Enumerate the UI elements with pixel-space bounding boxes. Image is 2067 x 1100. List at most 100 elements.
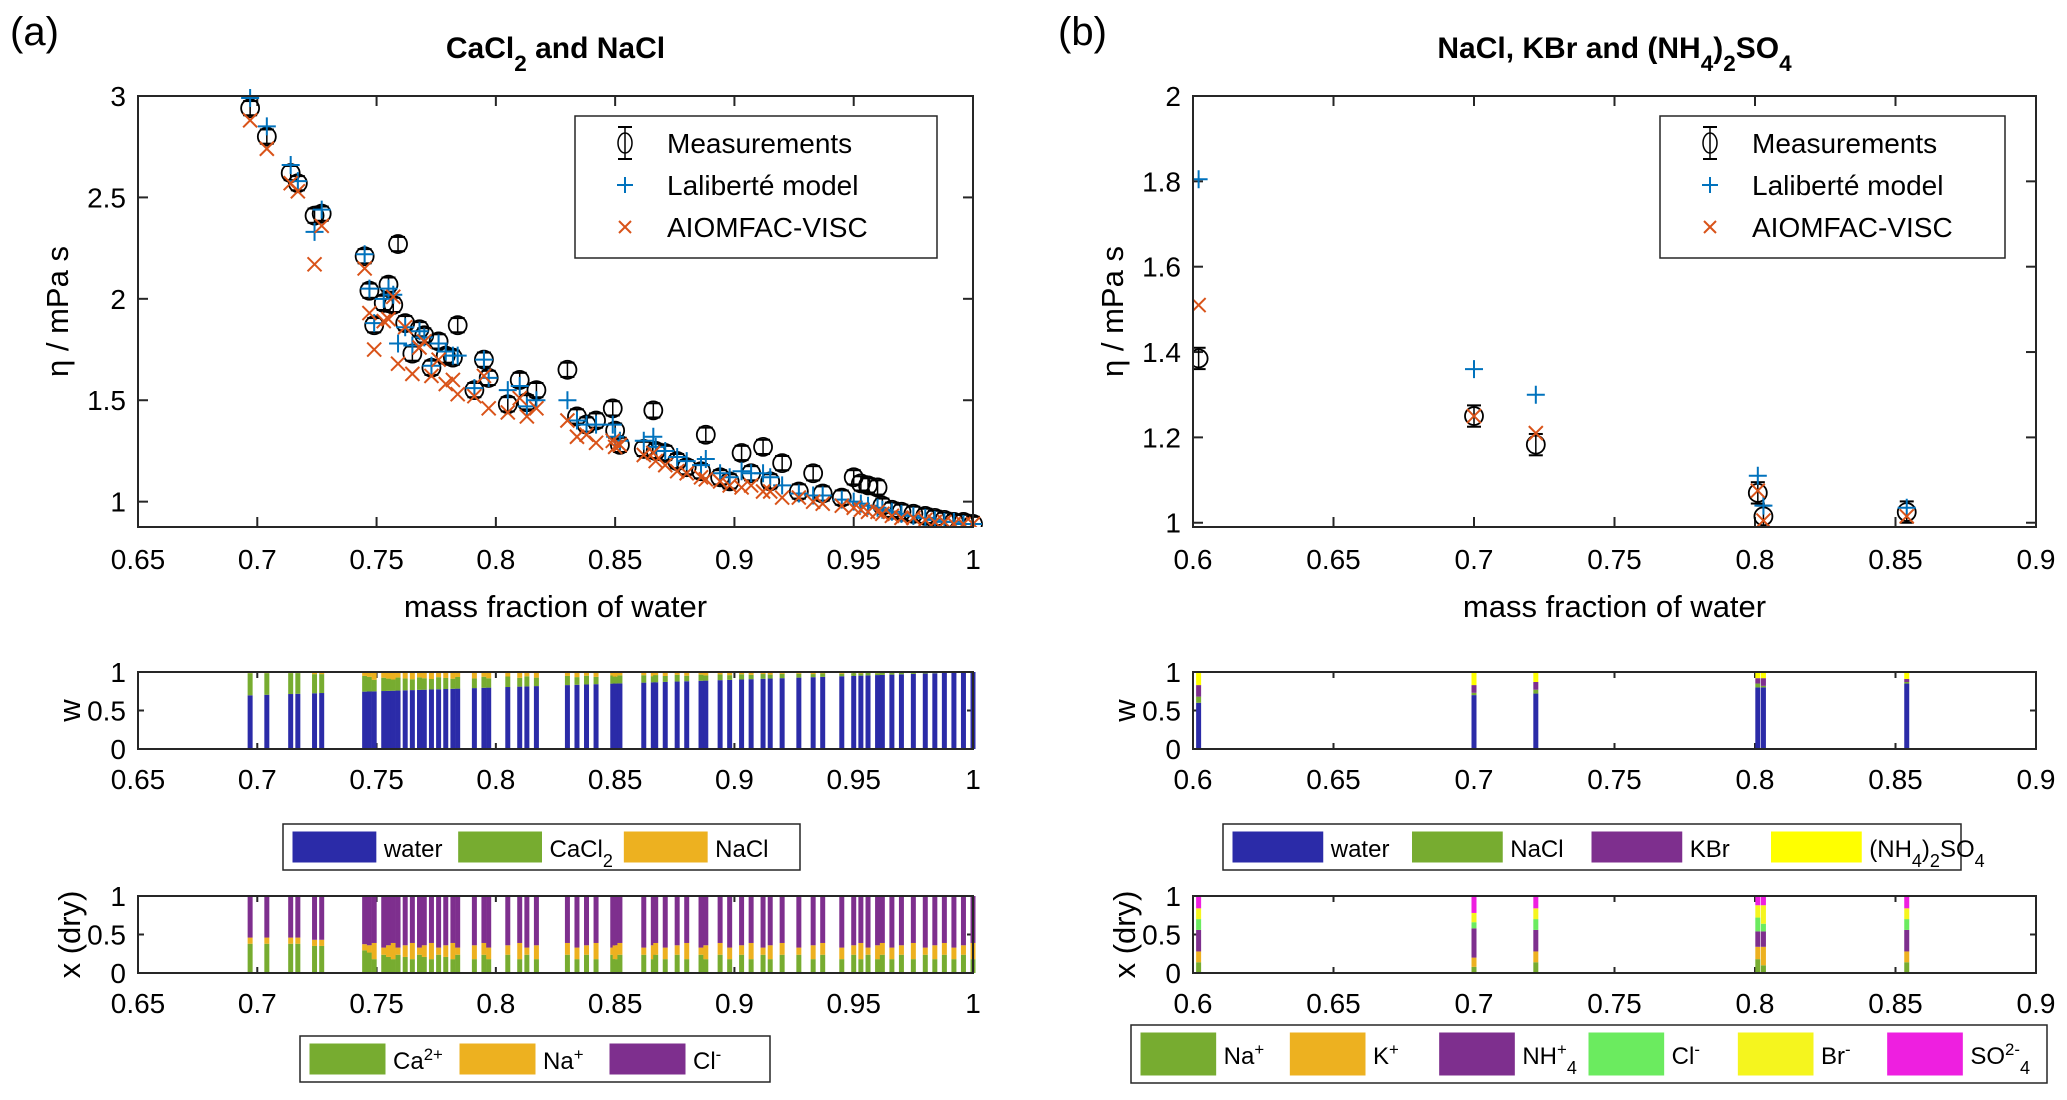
bar-segment — [960, 945, 966, 955]
bar-segment — [402, 678, 408, 691]
bar-segment — [584, 954, 590, 973]
bar-segment — [922, 673, 928, 749]
data-point-aiomfac — [657, 457, 673, 473]
bar-segment — [288, 937, 294, 944]
data-point-aiomfac — [528, 400, 545, 417]
chart-title-part: 2 — [514, 51, 527, 76]
data-point-aiomfac — [762, 483, 778, 500]
bar-segment — [1904, 929, 1910, 952]
bar-segment — [748, 679, 754, 749]
bars — [247, 896, 976, 973]
bar-segment — [319, 674, 325, 694]
data-point-laliberte — [892, 504, 911, 523]
legend-cross-icon — [618, 220, 632, 234]
x-tick-label: 1 — [965, 544, 981, 575]
legend-label: Na+ — [1224, 1040, 1265, 1071]
bar-segment — [698, 896, 704, 948]
bar-segment — [417, 896, 423, 948]
y-axis-label: x (dry) — [52, 891, 87, 979]
bar-segment — [1533, 896, 1539, 909]
bar-segment — [1760, 923, 1766, 932]
y-tick-label: 1 — [110, 657, 126, 688]
bar-segment — [767, 674, 773, 679]
x-tick-label: 0.7 — [238, 544, 277, 575]
bar-segment — [851, 945, 857, 955]
data-point-laliberte — [474, 350, 493, 369]
bar-segment — [820, 942, 826, 955]
bar-segment — [409, 942, 415, 960]
data-point-measurement — [1464, 406, 1484, 426]
bar-segment — [796, 947, 802, 955]
data-point-laliberte — [904, 506, 923, 525]
bar-segment — [295, 943, 301, 973]
bar-segment — [533, 945, 539, 960]
data-point-laliberte — [882, 502, 901, 521]
legend-label-part: 2- — [2005, 1040, 2020, 1059]
chart-title-part: and NaCl — [527, 32, 665, 65]
bar-segment — [612, 683, 618, 749]
bar-segment — [593, 676, 599, 685]
bar-segment — [767, 672, 773, 675]
bar-segment — [288, 896, 294, 938]
bar-segment — [703, 945, 709, 960]
data-point-aiomfac — [449, 386, 466, 402]
bar-segment — [574, 947, 580, 960]
bar-segment — [593, 942, 599, 960]
plot-frame — [1192, 895, 2037, 974]
bar-segment — [951, 959, 957, 973]
legend-label: Br- — [1821, 1040, 1851, 1071]
bar-segment — [312, 945, 318, 973]
chart-b_x: 0.6 0.65 0.7 0.75 0.8 0.85 0.900.51x (dry)Na+ K… — [1107, 881, 2055, 1084]
bar-segment — [395, 954, 401, 973]
bar-segment — [941, 954, 947, 973]
bar-segment — [443, 689, 449, 749]
data-point-aiomfac — [791, 489, 807, 506]
bar-segment — [960, 954, 966, 973]
bar-segment — [593, 672, 599, 677]
bar-segment — [879, 896, 885, 943]
bar-segment — [1760, 678, 1766, 686]
bar-segment — [820, 676, 826, 749]
x-tick-label: 0.65 — [1306, 764, 1361, 795]
bar-segment — [436, 954, 442, 973]
bar-segment — [428, 896, 434, 943]
legend-label-part: (NH — [1869, 836, 1912, 863]
bar-segment — [312, 939, 318, 946]
bar-segment — [421, 945, 427, 957]
y-tick-label: 1 — [1165, 657, 1181, 688]
bar-segment — [381, 947, 387, 955]
data-point-aiomfac — [874, 506, 891, 522]
data-point-aiomfac — [636, 447, 652, 463]
bar-segment — [533, 677, 539, 687]
bar-segment — [593, 959, 599, 973]
legend-label-part: SO — [1940, 836, 1975, 863]
bar-segment — [612, 676, 618, 684]
bar-segment — [517, 672, 523, 678]
bar-segment — [455, 676, 461, 689]
bar-segment — [858, 896, 864, 943]
x-tick-label: 1 — [965, 764, 981, 795]
bar-segment — [739, 954, 745, 973]
legend-swatch — [459, 1043, 536, 1075]
bar-segment — [779, 942, 785, 955]
bar-segment — [319, 672, 325, 675]
bar-segment — [810, 959, 816, 973]
bar-segment — [1471, 957, 1477, 967]
bar-segment — [879, 674, 885, 749]
bar-segment — [584, 945, 590, 955]
data-point-measurement — [695, 424, 716, 445]
bar-segment — [1196, 919, 1202, 930]
legend-label: SO2-4 — [1970, 1040, 2030, 1079]
legend-label: AIOMFAC-VISC — [1752, 212, 1953, 243]
bar-segment — [820, 896, 826, 943]
bar-segment — [421, 678, 427, 690]
bar-segment — [295, 896, 301, 938]
bar-segment — [727, 675, 733, 680]
bar-segment — [810, 672, 816, 675]
bar-segment — [641, 672, 647, 676]
bar-segment — [481, 954, 487, 973]
bar-segment — [390, 942, 396, 960]
bar-segment — [653, 675, 659, 683]
data-point-measurement — [1193, 348, 1209, 369]
bar-segment — [517, 959, 523, 973]
